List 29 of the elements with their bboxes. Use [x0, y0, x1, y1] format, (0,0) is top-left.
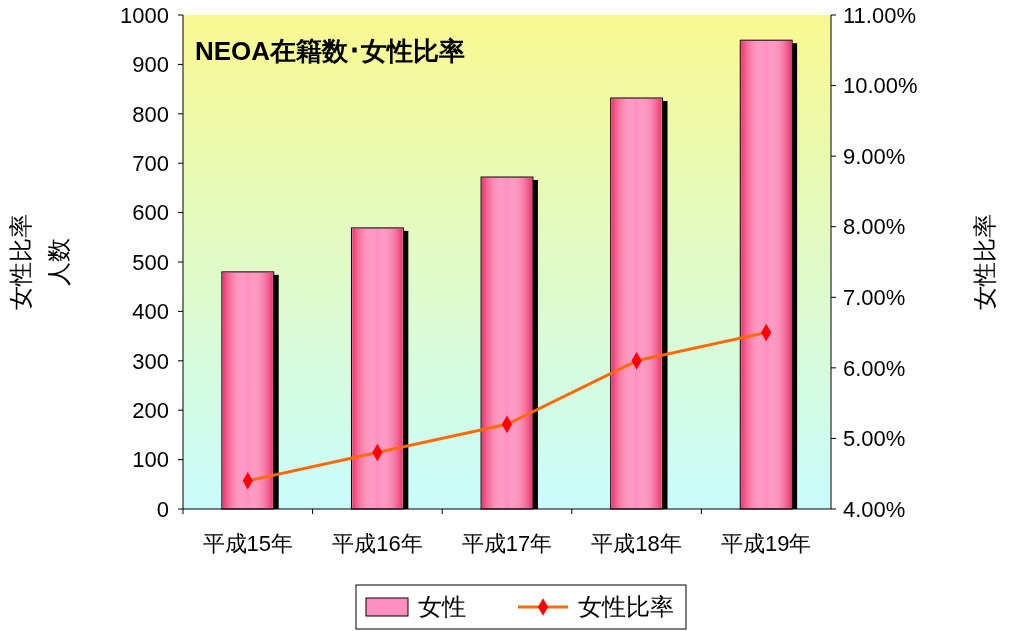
x-tick-label: 平成15年: [202, 531, 294, 556]
y2-tick-label: 6.00%: [843, 355, 906, 381]
y-tick-label: 700: [132, 150, 169, 176]
y2-tick-label: 4.00%: [843, 496, 906, 522]
y2-tick-label: 5.00%: [843, 426, 906, 452]
y2-tick-label: 7.00%: [843, 284, 906, 310]
legend-label: 女性比率: [578, 593, 674, 621]
x-tick-label: 平成19年: [720, 531, 812, 556]
y-tick-label: 500: [132, 249, 169, 275]
y2-axis-title: 女性比率: [971, 214, 999, 310]
y2-tick-label: 10.00%: [843, 73, 918, 99]
text: NEOA在籍数･女性比率: [195, 36, 466, 66]
y-tick-label: 800: [132, 101, 169, 127]
y-tick-label: 100: [132, 447, 169, 473]
x-tick-label: 平成18年: [591, 531, 682, 556]
y-tick-label: 600: [132, 200, 169, 226]
y-tick-label: 400: [132, 299, 169, 325]
legend-label: 女性: [418, 593, 466, 621]
y2-tick-label: 8.00%: [843, 214, 906, 240]
y-tick-label: 1000: [120, 2, 169, 28]
y-tick-label: 900: [132, 52, 169, 78]
y-tick-label: 0: [156, 496, 169, 522]
y-axis-title: 女性比率人数: [7, 214, 72, 310]
y-tick-label: 300: [132, 348, 169, 374]
y-tick-label: 200: [132, 397, 169, 423]
y2-tick-label: 9.00%: [843, 143, 906, 169]
x-tick-label: 平成17年: [461, 531, 553, 556]
y2-tick-label: 11.00%: [843, 2, 916, 28]
x-tick-label: 平成16年: [332, 531, 423, 556]
